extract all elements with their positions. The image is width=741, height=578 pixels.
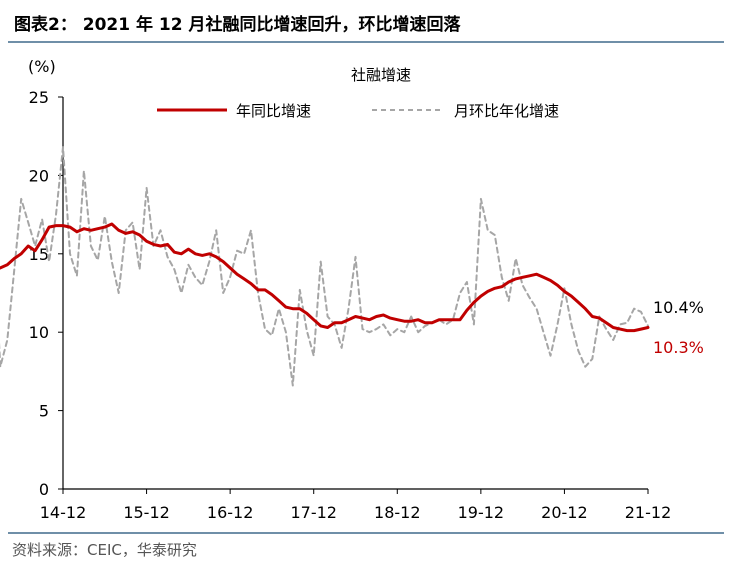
x-axis: 14-12 15-12 16-12 17-12 18-12 19-12 20-12 21-12 (40, 488, 672, 522)
series-layer (0, 146, 650, 387)
y-tick-label: 0 (39, 480, 49, 499)
y-unit-label: (%) (28, 57, 56, 76)
y-tick-label: 25 (29, 88, 49, 107)
chart-title: 社融增速 (351, 66, 411, 84)
x-tick-label: 18-12 (374, 503, 421, 522)
source-note: 资料来源：CEIC，华泰研究 (12, 541, 197, 559)
series-line-yoy (0, 222, 650, 333)
x-tick-label: 17-12 (290, 503, 337, 522)
bottom-rule (8, 532, 724, 534)
x-tick-label: 15-12 (123, 503, 170, 522)
x-tick-label: 20-12 (541, 503, 588, 522)
y-tick-label: 5 (39, 402, 49, 421)
series-line-mom (0, 146, 649, 387)
x-tick-label: 19-12 (458, 503, 505, 522)
legend-label: 月环比年化增速 (454, 102, 559, 120)
y-tick-label: 10 (29, 323, 49, 342)
y-tick-label: 20 (29, 166, 49, 185)
x-tick-label: 21-12 (625, 503, 672, 522)
x-tick-label: 16-12 (207, 503, 254, 522)
annotation-mom-last: 10.4% (653, 298, 704, 317)
top-rule (8, 41, 724, 43)
legend-label: 年同比增速 (236, 102, 311, 120)
figure-title: 图表2： 2021 年 12 月社融同比增速回升，环比增速回落 (14, 15, 461, 35)
x-tick-label: 14-12 (40, 503, 87, 522)
legend: 年同比增速 月环比年化增速 (157, 102, 559, 120)
annotation-yoy-last: 10.3% (653, 338, 704, 357)
